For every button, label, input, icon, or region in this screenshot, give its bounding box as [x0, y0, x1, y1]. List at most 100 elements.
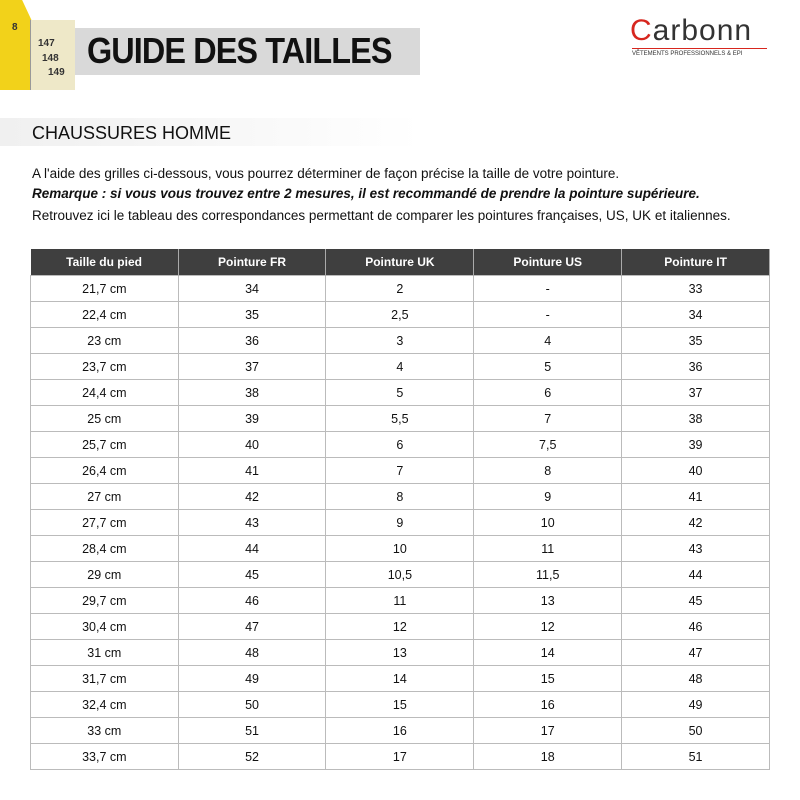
- table-cell: 35: [621, 327, 770, 354]
- table-cell: -: [473, 301, 623, 328]
- table-cell: 38: [621, 405, 770, 432]
- table-cell: 33 cm: [30, 717, 179, 744]
- table-cell: 9: [325, 509, 475, 536]
- table-row: 31 cm 48 13 14 47: [30, 639, 770, 666]
- table-cell: 34: [621, 301, 770, 328]
- table-row: 23 cm 36 3 4 35: [30, 327, 770, 354]
- table-row: 28,4 cm 44 10 11 43: [30, 535, 770, 562]
- table-cell: 13: [325, 639, 475, 666]
- column-header: Pointure UK: [325, 249, 475, 276]
- table-cell: 10: [325, 535, 475, 562]
- table-cell: 37: [621, 379, 770, 406]
- tape-label: 147: [38, 38, 55, 49]
- column-header: Taille du pied: [30, 249, 179, 276]
- table-cell: 38: [177, 379, 327, 406]
- table-cell: 41: [621, 483, 770, 510]
- table-cell: 45: [621, 587, 770, 614]
- table-cell: 36: [177, 327, 327, 354]
- table-row: 30,4 cm 47 12 12 46: [30, 613, 770, 640]
- table-row: 29,7 cm 46 11 13 45: [30, 587, 770, 614]
- table-cell: 7,5: [473, 431, 623, 458]
- table-cell: 16: [473, 691, 623, 718]
- table-row: 33,7 cm 52 17 18 51: [30, 743, 770, 770]
- table-cell: 35: [177, 301, 327, 328]
- table-cell: 44: [621, 561, 770, 588]
- table-cell: 25 cm: [30, 405, 179, 432]
- table-cell: 29,7 cm: [30, 587, 179, 614]
- table-cell: 15: [325, 691, 475, 718]
- table-cell: 24,4 cm: [30, 379, 179, 406]
- table-cell: 28,4 cm: [30, 535, 179, 562]
- table-cell: 14: [473, 639, 623, 666]
- table-cell: 48: [621, 665, 770, 692]
- table-cell: 2: [325, 275, 475, 302]
- table-cell: 50: [621, 717, 770, 744]
- table-row: 26,4 cm 41 7 8 40: [30, 457, 770, 484]
- tape-measure-icon: 8 147 148 149: [0, 0, 75, 90]
- table-cell: 13: [473, 587, 623, 614]
- table-cell: 12: [325, 613, 475, 640]
- table-cell: 8: [473, 457, 623, 484]
- table-row: 29 cm 45 10,5 11,5 44: [30, 561, 770, 588]
- table-cell: 6: [325, 431, 475, 458]
- paragraph: Retrouvez ici le tableau des corresponda…: [32, 208, 731, 223]
- table-row: 21,7 cm 34 2-33: [30, 275, 770, 302]
- table-cell: 49: [621, 691, 770, 718]
- column-header: Pointure US: [473, 249, 623, 276]
- table-cell: 7: [325, 457, 475, 484]
- table-cell: 6: [473, 379, 623, 406]
- table-cell: 51: [621, 743, 770, 770]
- table-cell: 18: [473, 743, 623, 770]
- table-cell: 49: [177, 665, 327, 692]
- table-cell: 40: [177, 431, 327, 458]
- table-row: 27,7 cm 43 9 10 42: [30, 509, 770, 536]
- table-cell: 29 cm: [30, 561, 179, 588]
- table-cell: 15: [473, 665, 623, 692]
- table-cell: 23,7 cm: [30, 353, 179, 380]
- table-cell: 39: [621, 431, 770, 458]
- table-cell: 11: [473, 535, 623, 562]
- table-row: 23,7 cm 37 4 5 36: [30, 353, 770, 380]
- table-cell: 33,7 cm: [30, 743, 179, 770]
- table-cell: 5,5: [325, 405, 475, 432]
- table-cell: 26,4 cm: [30, 457, 179, 484]
- table-cell: 12: [473, 613, 623, 640]
- table-cell: 10,5: [325, 561, 475, 588]
- table-row: 27 cm 42 8 9 41: [30, 483, 770, 510]
- table-cell: 47: [177, 613, 327, 640]
- table-cell: 52: [177, 743, 327, 770]
- table-cell: 11,5: [473, 561, 623, 588]
- table-cell: 39: [177, 405, 327, 432]
- table-row: 22,4 cm 35 2,5-34: [30, 301, 770, 328]
- tape-label: 8: [12, 22, 18, 33]
- table-cell: 23 cm: [30, 327, 179, 354]
- table-cell: 5: [325, 379, 475, 406]
- tape-label: 148: [42, 53, 59, 64]
- table-cell: 41: [177, 457, 327, 484]
- logo: Carbonn: [630, 14, 753, 47]
- table-cell: 9: [473, 483, 623, 510]
- logo-tagline: VÊTEMENTS PROFESSIONNELS & EPI: [632, 48, 767, 57]
- table-cell: 14: [325, 665, 475, 692]
- table-cell: 32,4 cm: [30, 691, 179, 718]
- column-header: Pointure IT: [621, 249, 770, 276]
- table-row: 24,4 cm 38 5 6 37: [30, 379, 770, 406]
- table-cell: 22,4 cm: [30, 301, 179, 328]
- table-cell: 44: [177, 535, 327, 562]
- table-cell: 46: [177, 587, 327, 614]
- table-cell: 30,4 cm: [30, 613, 179, 640]
- column-header: Pointure FR: [178, 249, 327, 276]
- table-cell: 45: [177, 561, 327, 588]
- table-cell: 5: [473, 353, 623, 380]
- table-row: 33 cm 51 16 17 50: [30, 717, 770, 744]
- table-cell: 10: [473, 509, 623, 536]
- table-cell: 2,5: [325, 301, 475, 328]
- section-bar: [0, 118, 420, 146]
- table-cell: 8: [325, 483, 475, 510]
- page-title: GUIDE DES TAILLES: [87, 30, 392, 71]
- table-cell: 25,7 cm: [30, 431, 179, 458]
- table-row: 25 cm 39 5,5 7 38: [30, 405, 770, 432]
- table-cell: 36: [621, 353, 770, 380]
- table-cell: 33: [621, 275, 770, 302]
